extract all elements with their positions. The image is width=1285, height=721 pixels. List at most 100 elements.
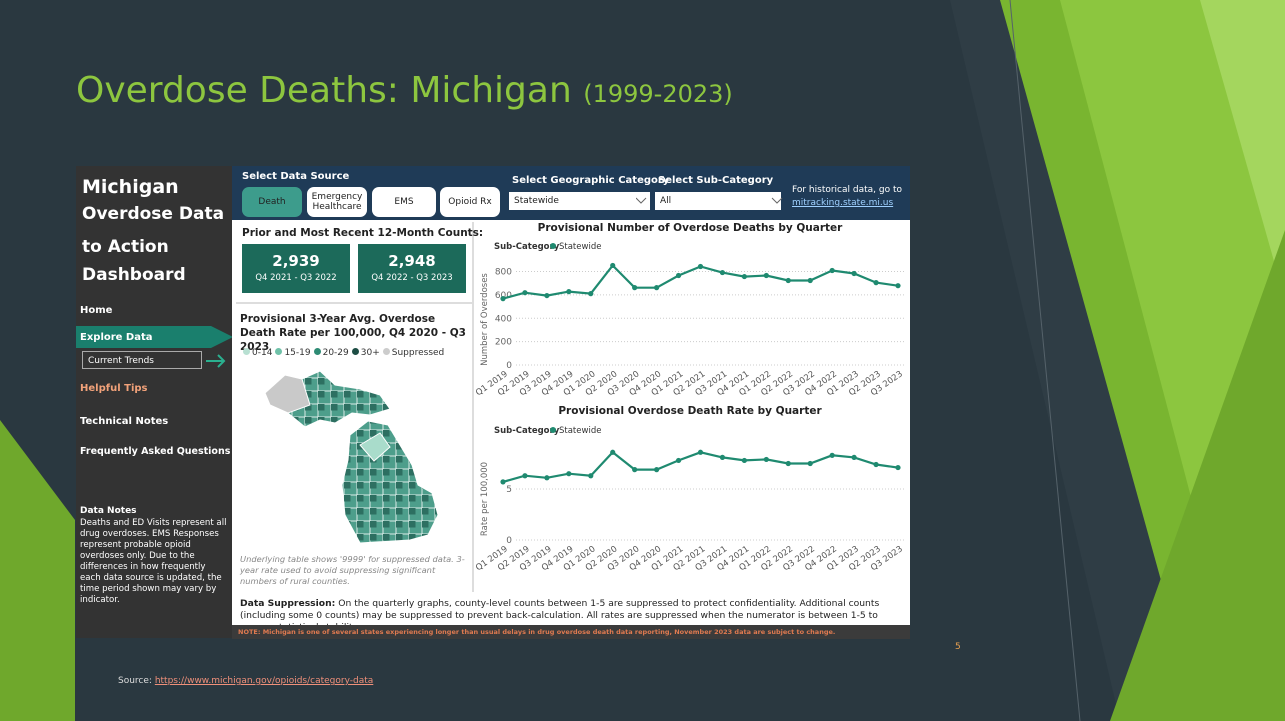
- source-button[interactable]: Death: [242, 187, 302, 217]
- legend-swatch: [275, 348, 283, 355]
- card-value: 2,939: [272, 252, 320, 270]
- header-label: Select Data Source: [242, 171, 350, 182]
- y-tick-label: 600: [495, 291, 512, 301]
- nav-active: [76, 326, 211, 348]
- data-point: [654, 467, 660, 473]
- divider: [472, 222, 474, 592]
- notes-title: Data Notes: [80, 506, 137, 516]
- data-point: [522, 290, 528, 296]
- counts-title: Prior and Most Recent 12-Month Counts:: [242, 227, 484, 239]
- series-line: [502, 450, 899, 483]
- data-point: [719, 269, 726, 276]
- map-legend: 0-14 15-19 20-29 30+ Suppressed: [240, 348, 444, 358]
- data-point: [544, 475, 550, 481]
- data-point: [566, 471, 572, 477]
- card-period: Q4 2021 - Q3 2022: [255, 273, 337, 283]
- sidebar-title: Michigan: [82, 176, 179, 198]
- data-point: [675, 272, 682, 279]
- legend-swatch: [550, 427, 556, 433]
- slide-title: Overdose Deaths: Michigan (1999-2023): [76, 70, 733, 111]
- source-label: Source:: [118, 676, 152, 686]
- legend-label: 30+: [360, 348, 380, 358]
- y-tick-label: 5: [506, 485, 512, 495]
- legend-swatch: [351, 348, 359, 355]
- y-tick-label: 800: [495, 268, 512, 278]
- notes-text: Deaths and ED Visits represent all drug …: [80, 518, 227, 605]
- nav-item[interactable]: Technical Notes: [80, 416, 169, 427]
- data-point: [807, 277, 813, 284]
- green-stripe: [1110, 230, 1285, 721]
- data-point: [544, 292, 550, 299]
- footer-note: NOTE: Michigan is one of several states …: [238, 628, 836, 636]
- chart-title: Provisional Overdose Death Rate by Quart…: [558, 405, 822, 417]
- header-label: Select Geographic Category: [512, 175, 670, 186]
- data-point: [610, 449, 616, 455]
- card-period: Q4 2022 - Q3 2023: [371, 273, 453, 283]
- chart-title: Provisional Number of Overdose Deaths by…: [538, 222, 843, 234]
- sub-select[interactable]: All: [655, 192, 781, 210]
- dropdown-arrow: [206, 354, 226, 368]
- legend-title: Sub-Category: [494, 242, 560, 252]
- title-suffix: (1999-2023): [583, 80, 733, 108]
- source-button[interactable]: Emergency Healthcare: [307, 187, 367, 217]
- nav-arrow: [211, 326, 233, 348]
- header-label: Select Sub-Category: [658, 175, 774, 186]
- source-button[interactable]: EMS: [372, 187, 436, 217]
- legend-swatch: [243, 348, 250, 355]
- suppression-label: Data Suppression:: [240, 598, 336, 609]
- y-tick-label: 400: [495, 314, 512, 324]
- data-point: [697, 263, 704, 270]
- data-point: [566, 289, 572, 295]
- legend-title: Sub-Category: [494, 426, 560, 436]
- legend-label: 15-19: [284, 348, 311, 358]
- series-line: [502, 263, 899, 300]
- count-card: 2,948 Q4 2022 - Q3 2023: [358, 244, 466, 293]
- map-region: [264, 374, 311, 414]
- title-text: Overdose Deaths: Michigan: [76, 70, 572, 111]
- data-point: [851, 270, 857, 277]
- map-title: Provisional 3-Year Avg. Overdose Death R…: [240, 313, 466, 353]
- divider: [236, 302, 472, 304]
- historical-text: For historical data, go to: [792, 185, 902, 195]
- nav-item[interactable]: Explore Data: [80, 332, 153, 343]
- sidebar: [76, 166, 232, 638]
- data-point: [588, 473, 594, 479]
- data-point: [741, 457, 747, 464]
- data-point: [763, 456, 769, 463]
- source-link[interactable]: https://www.michigan.gov/opioids/categor…: [154, 676, 374, 686]
- data-point: [807, 460, 813, 467]
- data-point: [719, 454, 726, 460]
- sidebar-title: to Action: [82, 237, 169, 257]
- legend-label: 20-29: [322, 348, 349, 358]
- data-point: [851, 454, 857, 460]
- data-point: [675, 457, 682, 464]
- sidebar-title: Dashboard: [82, 265, 186, 285]
- legend-label: Suppressed: [391, 348, 445, 358]
- nav-item[interactable]: Frequently Asked Questions: [80, 446, 231, 457]
- data-point: [785, 460, 791, 467]
- note-bar: [232, 625, 910, 639]
- y-axis-label: Rate per 100,000: [480, 462, 490, 536]
- map-region: [359, 432, 391, 462]
- y-tick-label: 0: [506, 536, 512, 546]
- select-chevrons: [636, 197, 783, 204]
- count-card: 2,939 Q4 2021 - Q3 2022: [242, 244, 350, 293]
- historical-link[interactable]: mitracking.state.mi.us: [792, 198, 894, 208]
- legend-label: 0-14: [252, 348, 273, 358]
- data-point: [500, 296, 506, 302]
- data-point: [895, 464, 901, 471]
- source-button[interactable]: Opioid Rx: [440, 187, 500, 217]
- nav-item[interactable]: Home: [80, 305, 113, 316]
- data-point: [895, 283, 901, 289]
- data-point: [632, 467, 638, 473]
- legend-swatch: [313, 348, 321, 355]
- legend-swatch: [382, 348, 390, 355]
- card-value: 2,948: [388, 252, 436, 270]
- dropdown[interactable]: Current Trends: [82, 351, 202, 369]
- nav-item[interactable]: Helpful Tips: [80, 383, 148, 394]
- geo-select[interactable]: Statewide: [509, 192, 650, 210]
- deco-line: [1009, 0, 1081, 721]
